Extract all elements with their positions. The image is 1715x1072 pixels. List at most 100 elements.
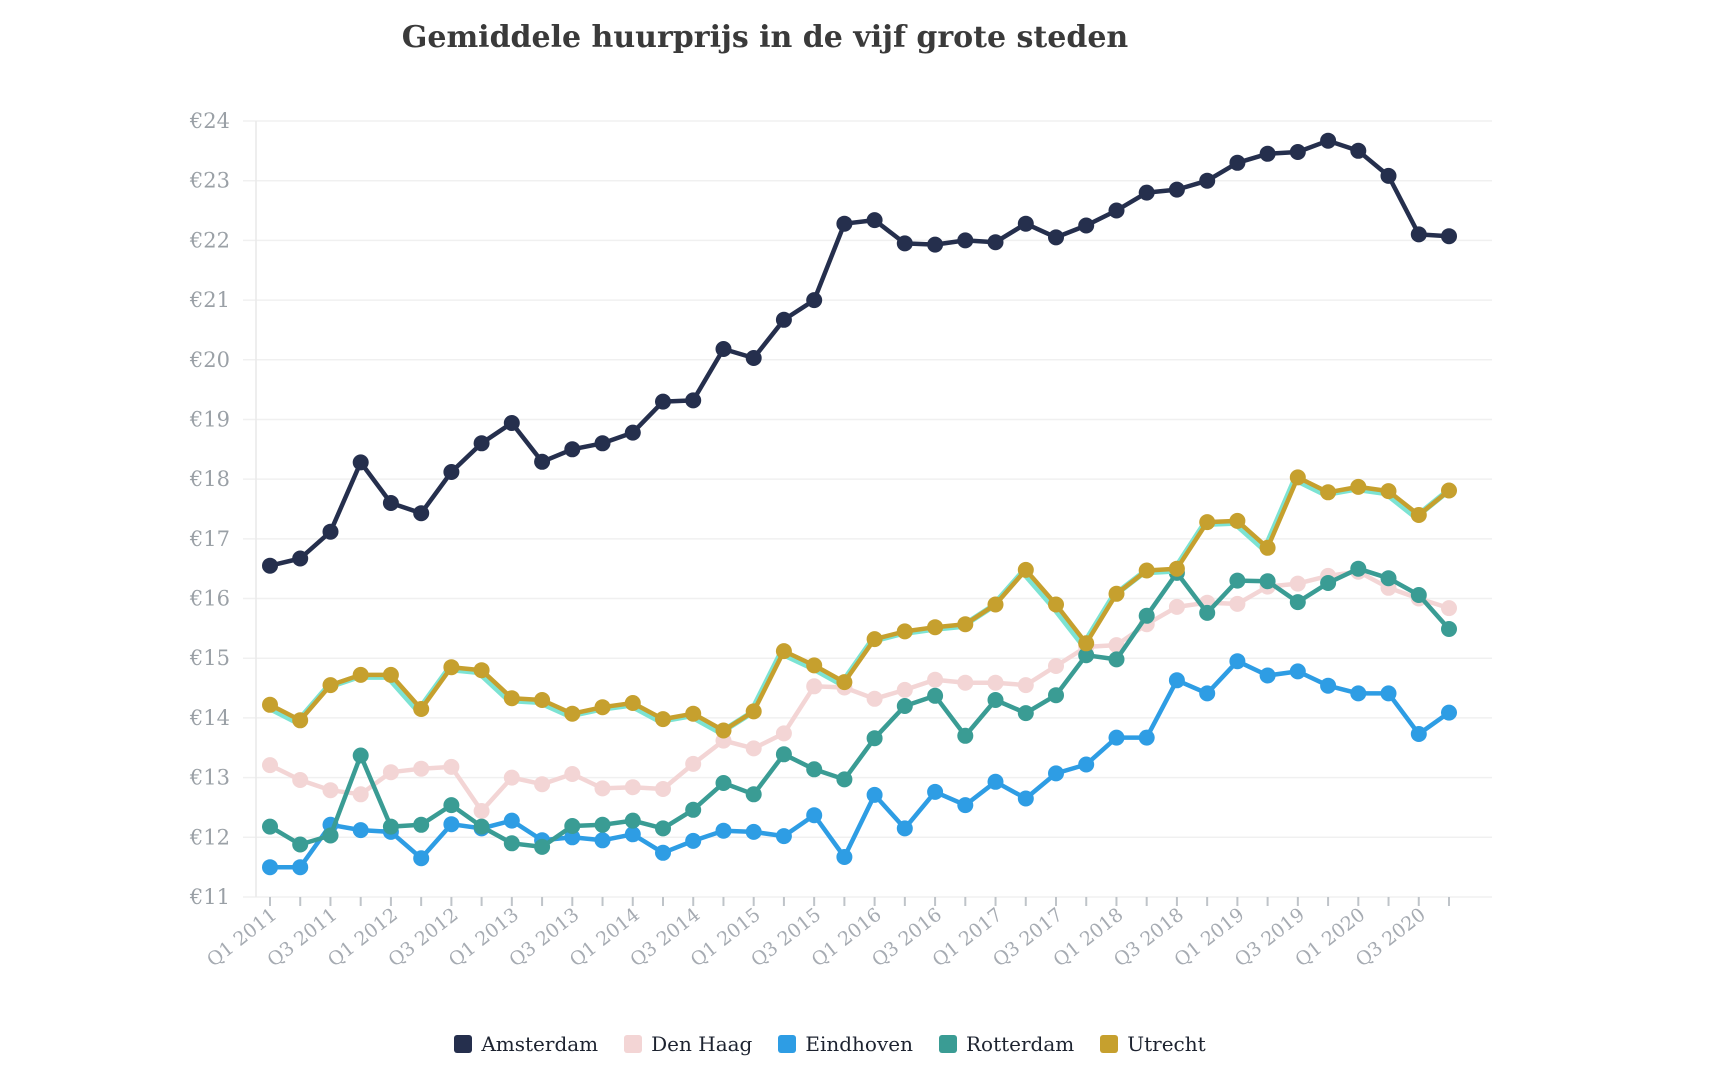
data-point[interactable] (987, 692, 1004, 708)
data-point[interactable] (745, 740, 762, 757)
data-point[interactable] (443, 464, 460, 480)
data-point[interactable] (473, 662, 490, 679)
data-point[interactable] (655, 844, 671, 861)
data-point[interactable] (896, 820, 913, 837)
legend-item-rotterdam[interactable]: Rotterdam (938, 1032, 1074, 1056)
data-point[interactable] (927, 687, 944, 704)
data-point[interactable] (1320, 677, 1337, 694)
legend-item-utrecht[interactable]: Utrecht (1100, 1032, 1206, 1056)
data-point[interactable] (1108, 637, 1125, 654)
data-point[interactable] (1259, 667, 1276, 684)
data-point[interactable] (443, 758, 460, 775)
data-point[interactable] (1199, 685, 1216, 702)
data-point[interactable] (534, 776, 551, 793)
data-point[interactable] (1048, 658, 1064, 674)
data-point[interactable] (1320, 484, 1337, 501)
data-point[interactable] (1259, 145, 1276, 162)
data-point[interactable] (987, 674, 1004, 691)
data-point[interactable] (1017, 705, 1034, 722)
data-point[interactable] (413, 701, 430, 717)
data-point[interactable] (503, 812, 520, 829)
data-point[interactable] (957, 232, 974, 249)
data-point[interactable] (352, 454, 369, 471)
series-amsterdam[interactable] (262, 132, 1457, 574)
data-point[interactable] (1441, 228, 1457, 245)
data-point[interactable] (322, 677, 339, 694)
data-point[interactable] (745, 786, 762, 803)
data-point[interactable] (1168, 560, 1185, 577)
data-point[interactable] (624, 812, 641, 829)
data-point[interactable] (594, 780, 611, 797)
data-point[interactable] (1441, 482, 1457, 499)
data-point[interactable] (685, 832, 702, 849)
data-point[interactable] (292, 859, 309, 876)
data-point[interactable] (503, 769, 520, 786)
data-point[interactable] (927, 783, 944, 800)
data-point[interactable] (1048, 596, 1064, 613)
data-point[interactable] (564, 818, 581, 834)
data-point[interactable] (443, 797, 460, 814)
data-point[interactable] (322, 523, 339, 540)
data-point[interactable] (987, 234, 1004, 251)
data-point[interactable] (382, 818, 399, 835)
data-point[interactable] (1410, 507, 1427, 523)
data-point[interactable] (836, 674, 853, 691)
data-point[interactable] (957, 727, 974, 744)
data-point[interactable] (1380, 167, 1397, 184)
data-point[interactable] (775, 643, 792, 660)
data-point[interactable] (292, 772, 309, 788)
data-point[interactable] (352, 822, 369, 839)
data-point[interactable] (292, 836, 309, 853)
data-point[interactable] (1078, 647, 1095, 664)
data-point[interactable] (1138, 562, 1155, 579)
data-point[interactable] (655, 820, 671, 837)
data-point[interactable] (1289, 575, 1306, 592)
data-point[interactable] (473, 803, 490, 819)
data-point[interactable] (262, 757, 278, 774)
data-point[interactable] (1229, 512, 1246, 529)
data-point[interactable] (473, 435, 490, 452)
data-point[interactable] (806, 807, 823, 824)
data-point[interactable] (775, 725, 792, 742)
data-point[interactable] (382, 764, 399, 781)
data-point[interactable] (1350, 560, 1367, 577)
data-point[interactable] (685, 755, 702, 772)
data-point[interactable] (382, 495, 399, 511)
data-point[interactable] (624, 779, 641, 796)
data-point[interactable] (564, 829, 581, 846)
data-point[interactable] (715, 822, 732, 839)
data-point[interactable] (866, 212, 883, 229)
data-point[interactable] (1289, 663, 1306, 680)
data-point[interactable] (896, 698, 913, 714)
data-point[interactable] (1380, 483, 1397, 500)
data-point[interactable] (292, 550, 309, 567)
data-point[interactable] (262, 696, 278, 713)
data-point[interactable] (1138, 607, 1155, 624)
data-point[interactable] (382, 666, 399, 683)
data-point[interactable] (322, 782, 339, 799)
data-point[interactable] (1320, 132, 1337, 149)
data-point[interactable] (745, 350, 762, 366)
data-point[interactable] (594, 832, 611, 849)
data-point[interactable] (1108, 729, 1125, 746)
data-point[interactable] (806, 657, 823, 674)
data-point[interactable] (1259, 573, 1276, 590)
data-point[interactable] (836, 771, 853, 788)
legend-item-den-haag[interactable]: Den Haag (624, 1032, 752, 1056)
data-point[interactable] (322, 827, 339, 844)
data-point[interactable] (1410, 587, 1427, 603)
data-point[interactable] (1259, 539, 1276, 556)
data-point[interactable] (1229, 595, 1246, 612)
data-point[interactable] (1289, 594, 1306, 611)
data-point[interactable] (987, 596, 1004, 613)
data-point[interactable] (1017, 677, 1034, 694)
data-point[interactable] (685, 705, 702, 722)
data-point[interactable] (1441, 600, 1457, 617)
data-point[interactable] (594, 699, 611, 716)
data-point[interactable] (685, 392, 702, 409)
series-utrecht[interactable] (262, 469, 1457, 739)
data-point[interactable] (262, 859, 278, 876)
data-point[interactable] (1168, 598, 1185, 615)
data-point[interactable] (866, 631, 883, 648)
data-point[interactable] (1108, 202, 1125, 219)
